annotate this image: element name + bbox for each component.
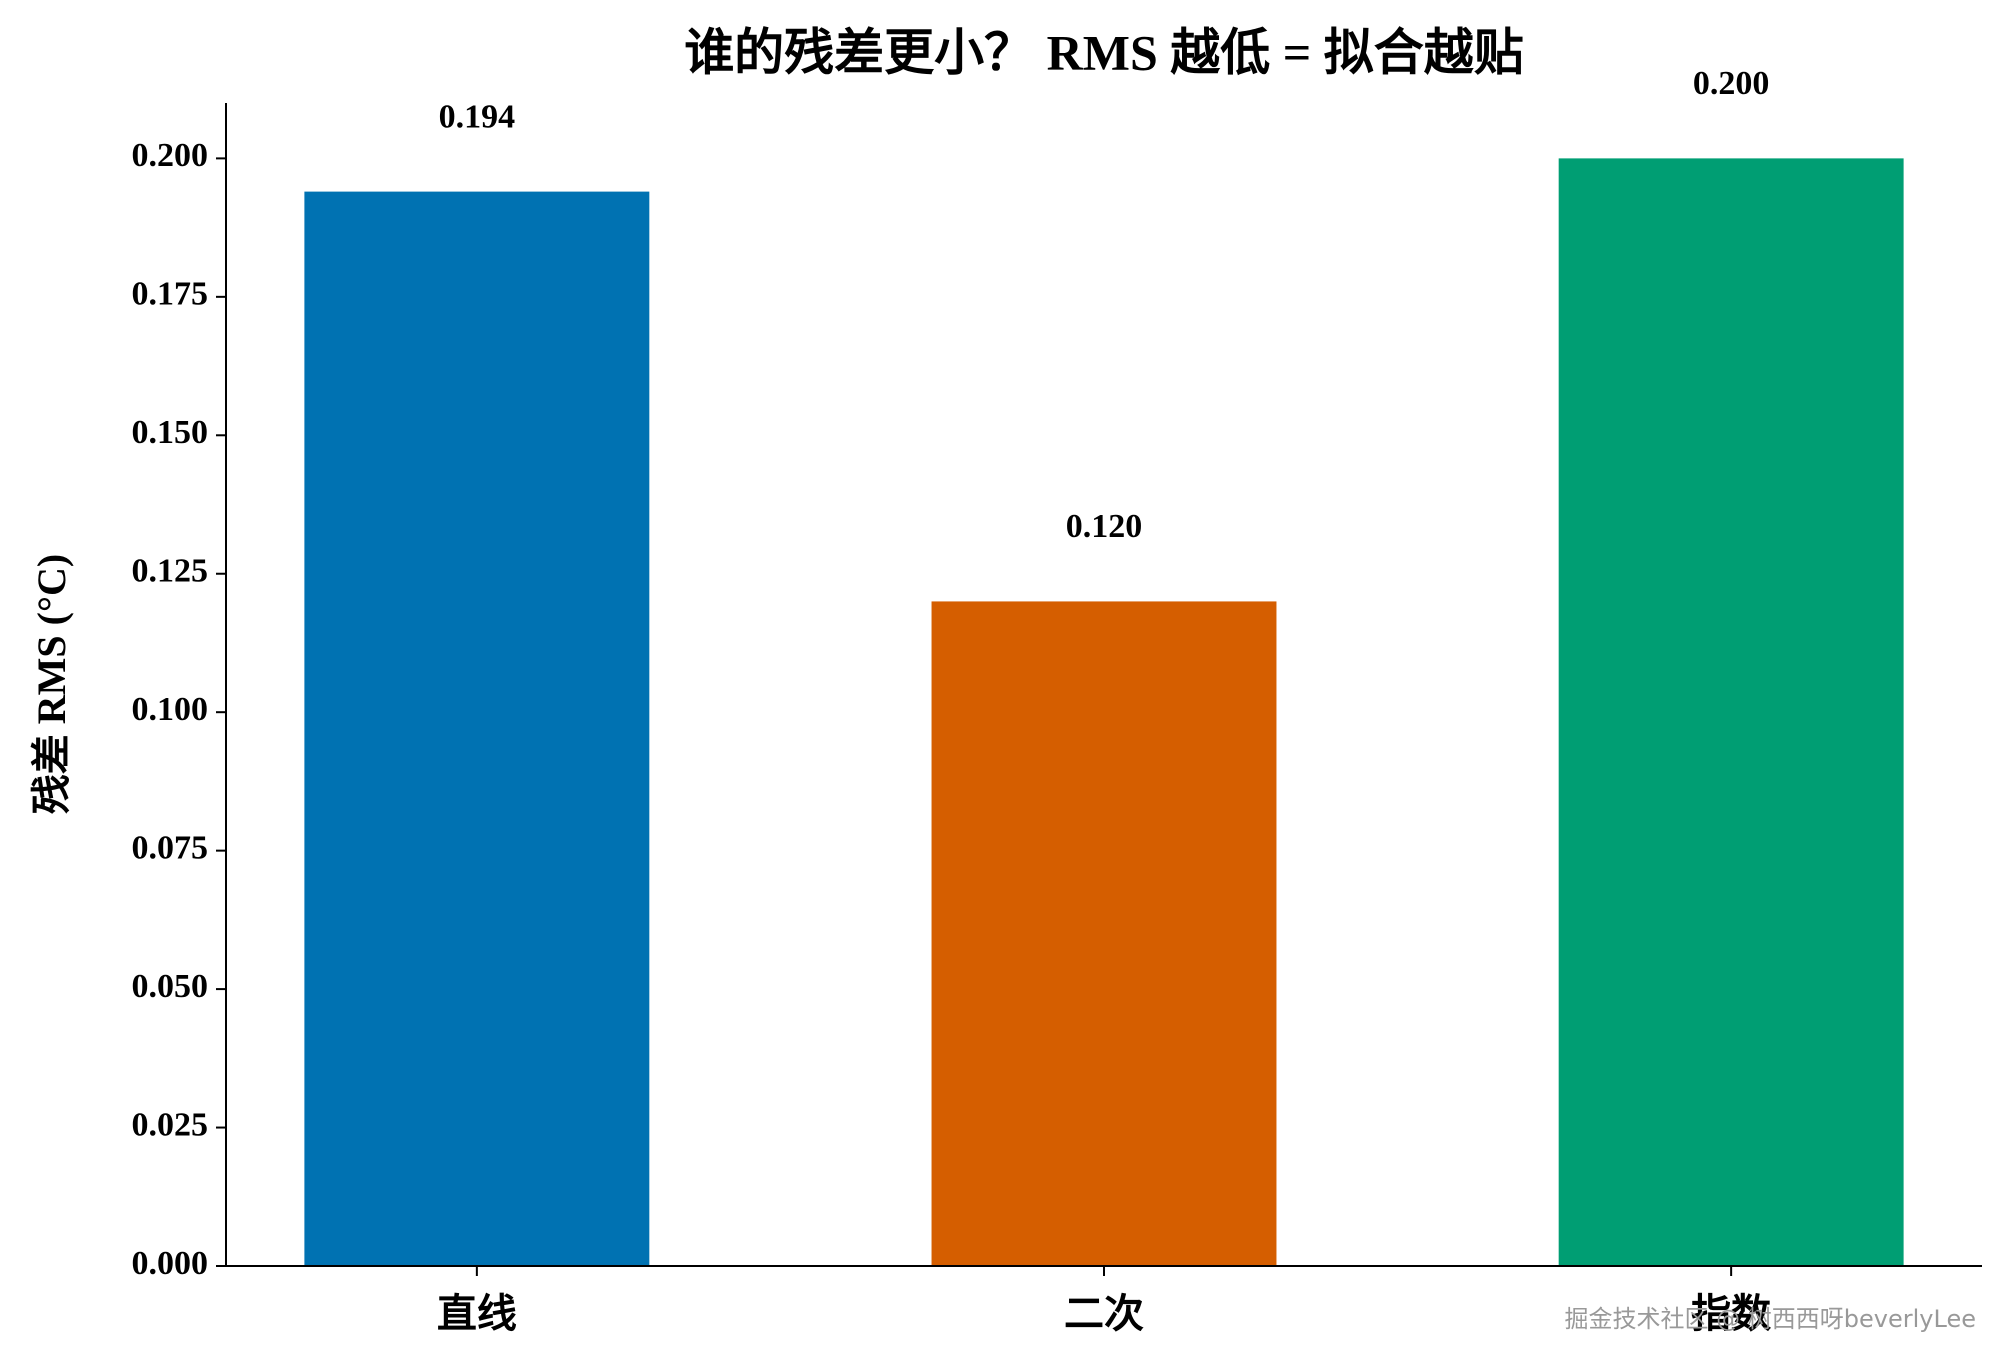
- y-tick-label: 0.050: [132, 968, 209, 1005]
- y-tick-label: 0.025: [132, 1106, 209, 1143]
- y-tick-label: 0.150: [132, 414, 209, 451]
- y-tick-label: 0.075: [132, 829, 209, 866]
- y-tick-label: 0.000: [132, 1245, 209, 1282]
- x-tick-label: 指数: [1691, 1291, 1771, 1336]
- bar: [931, 601, 1277, 1266]
- bar: [1558, 158, 1904, 1266]
- watermark: 掘金技术社区 @ 树西西呀beverlyLee: [1565, 1305, 1976, 1333]
- bar: [304, 191, 650, 1267]
- value-label: 0.200: [1693, 65, 1770, 102]
- y-tick-label: 0.125: [132, 553, 209, 590]
- y-tick-label: 0.200: [132, 137, 209, 174]
- x-tick-label: 二次: [1064, 1291, 1144, 1336]
- y-tick-label: 0.100: [132, 691, 209, 728]
- y-axis-label: 残差 RMS (°C): [29, 554, 74, 814]
- chart-title: 谁的残差更小？ RMS 越低 = 拟合越贴: [684, 24, 1524, 80]
- y-tick-label: 0.175: [132, 276, 209, 313]
- value-label: 0.120: [1066, 508, 1143, 545]
- value-label: 0.194: [439, 98, 516, 135]
- x-tick-label: 直线: [437, 1291, 517, 1336]
